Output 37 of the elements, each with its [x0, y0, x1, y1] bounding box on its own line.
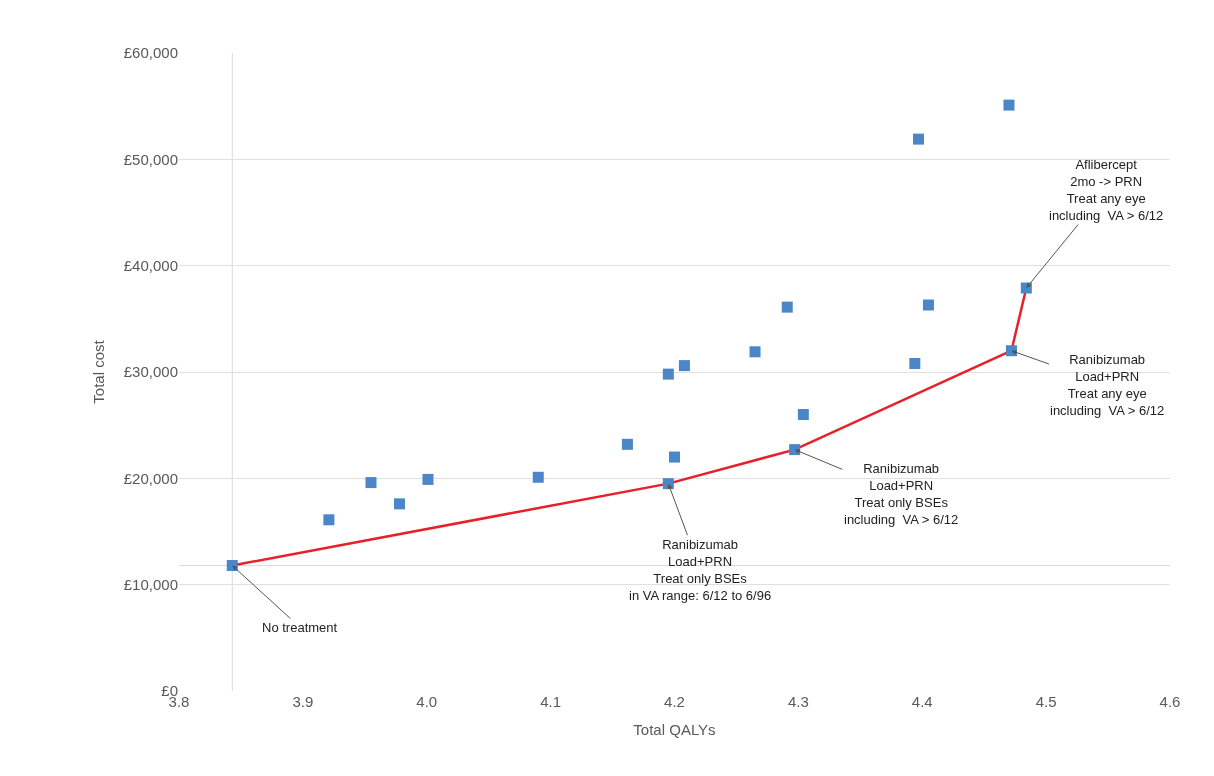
point: [323, 514, 335, 526]
annotation: Ranibizumab Load+PRN Treat any eye including VA > 6/12: [1050, 352, 1165, 418]
x-tick-label: 4.1: [540, 693, 562, 710]
point: [662, 368, 674, 380]
point: [922, 299, 934, 311]
x-axis-title: Total QALYs: [633, 721, 716, 738]
point: [909, 357, 921, 369]
annotation: Aflibercept 2mo -> PRN Treat any eye including VA > 6/12: [1049, 157, 1164, 223]
point: [621, 438, 633, 450]
x-tick-label: 4.4: [911, 693, 933, 710]
x-tick-label: 4.0: [416, 693, 438, 710]
y-tick-label: £60,000: [123, 44, 178, 62]
point: [365, 477, 377, 489]
y-tick-label: £50,000: [123, 150, 178, 168]
x-tick-label: 4.2: [664, 693, 685, 710]
x-tick-label: 4.6: [1159, 693, 1181, 710]
point: [532, 471, 544, 483]
point: [781, 301, 793, 313]
point: [678, 360, 690, 372]
y-tick-label: £40,000: [123, 256, 178, 274]
y-tick-label: £10,000: [123, 575, 178, 593]
x-tick-label: 3.9: [292, 693, 314, 710]
y-tick-label: £30,000: [123, 363, 178, 381]
annotation: No treatment: [262, 620, 338, 635]
annotation: Ranibizumab Load+PRN Treat only BSEs including VA > 6/12: [844, 461, 959, 527]
y-axis-title: Total cost: [90, 339, 108, 404]
point: [749, 346, 761, 358]
x-tick-label: 4.5: [1035, 693, 1057, 710]
point: [422, 473, 434, 485]
annotation: Ranibizumab Load+PRN Treat only BSEs in VA range: 6/12 to 6/96: [629, 537, 772, 603]
x-tick-label: 4.3: [787, 693, 809, 710]
point: [669, 451, 680, 463]
point: [797, 409, 809, 421]
y-tick-label: £20,000: [123, 469, 178, 487]
point: [394, 498, 405, 510]
point: [913, 133, 925, 145]
point: [1003, 99, 1015, 111]
